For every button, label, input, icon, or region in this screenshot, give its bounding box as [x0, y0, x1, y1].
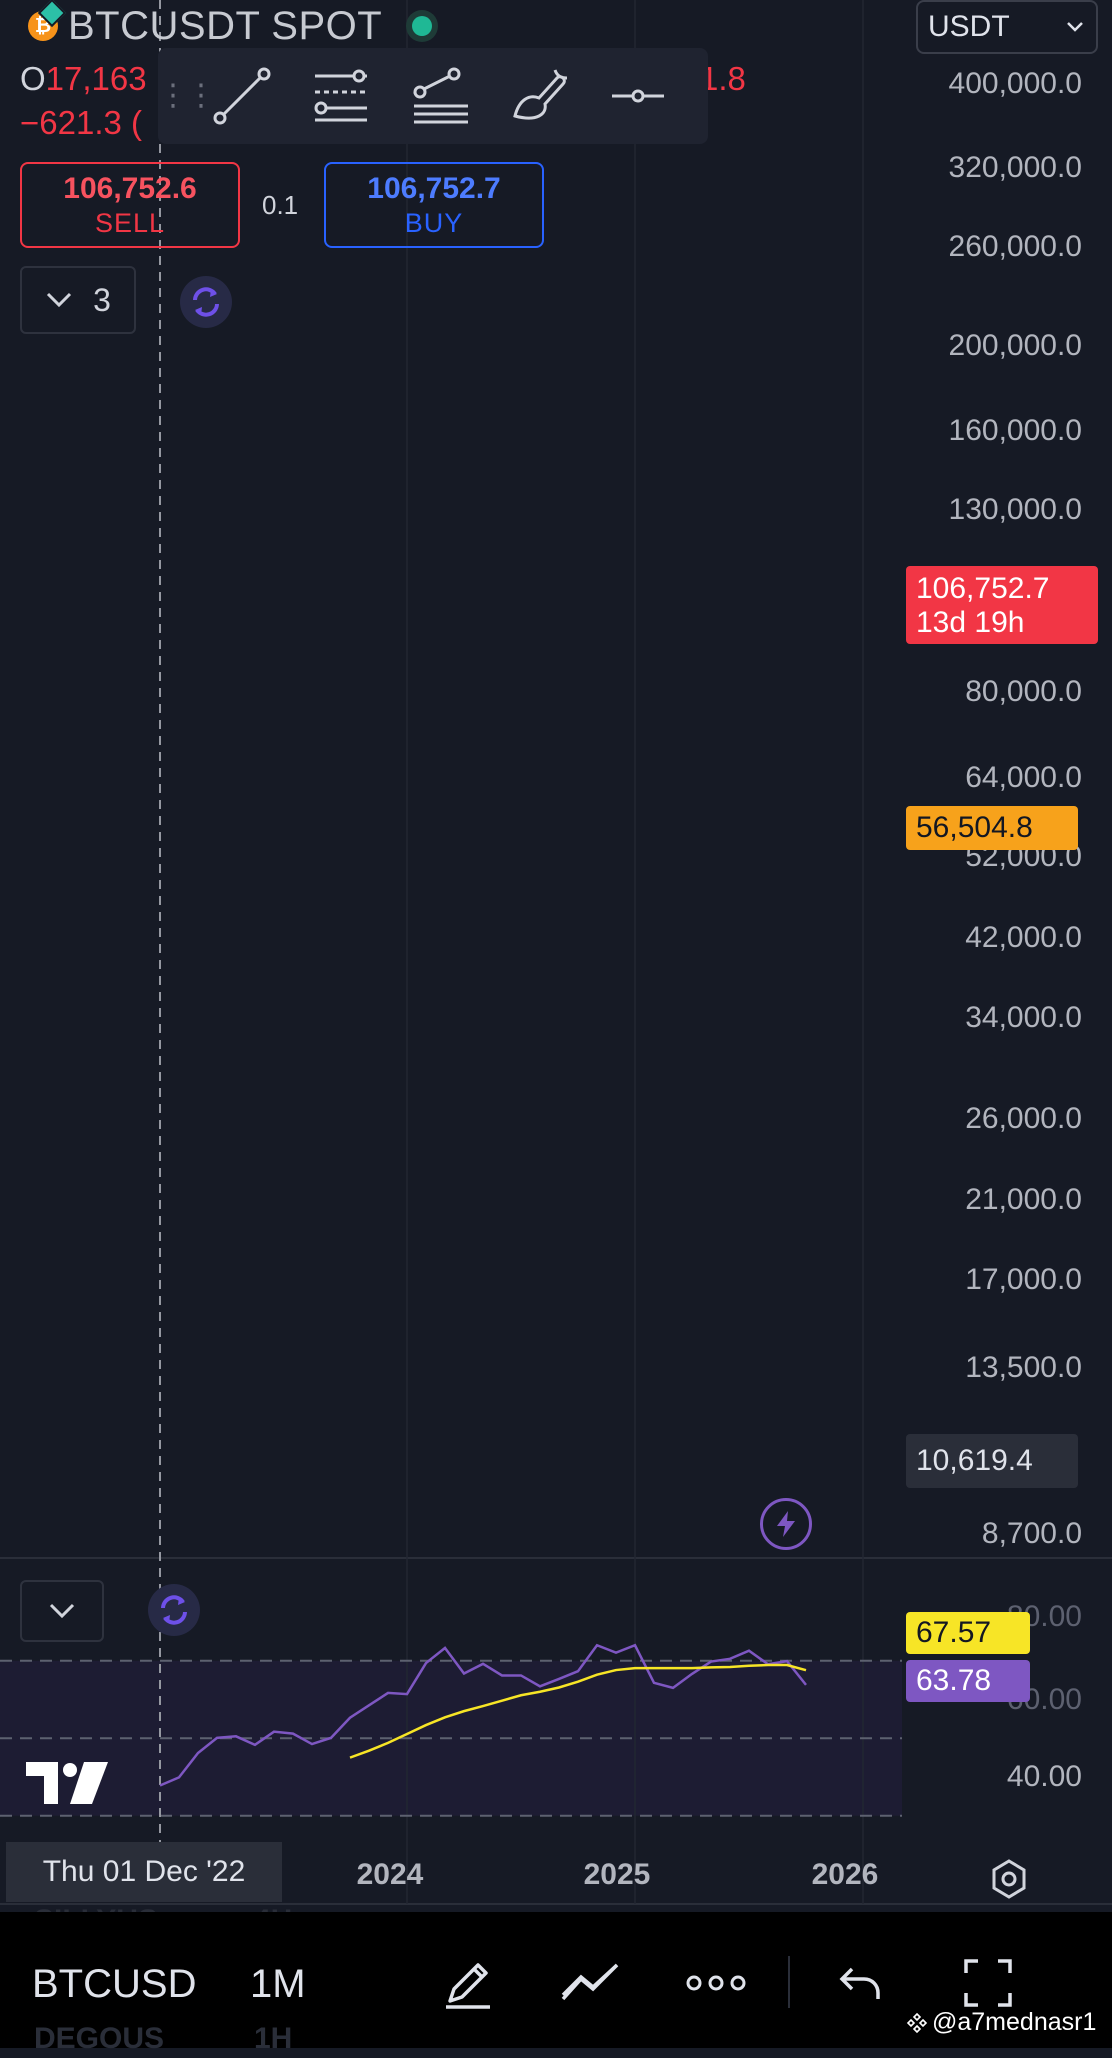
chevron-down-icon	[47, 292, 72, 308]
alert-price-tag[interactable]: 56,504.8	[906, 806, 1078, 850]
rsi-ma-line	[349, 1663, 807, 1759]
price-axis-label: 260,000.0	[948, 230, 1082, 263]
brush-icon[interactable]	[489, 48, 588, 144]
horizontal-ray-icon[interactable]	[588, 48, 687, 144]
price-axis-label: 42,000.0	[965, 921, 1082, 954]
sell-label: SELL	[94, 207, 166, 238]
indicators-count: 3	[93, 281, 111, 318]
drawing-toolbar: ⋮⋮	[158, 48, 708, 144]
price-axis-label: 64,000.0	[965, 761, 1082, 794]
rsi-ma-value-tag: 67.57	[906, 1612, 1030, 1654]
interval-selector[interactable]: 1M	[250, 1962, 306, 2006]
time-axis-label: 2025	[583, 1858, 651, 1891]
time-axis-label: 2026	[811, 1858, 879, 1891]
rsi-line	[159, 1643, 807, 1787]
ghost-symbol: DEGOUS	[34, 2022, 165, 2055]
price-axis-label: 8,700.0	[981, 1517, 1082, 1550]
bottom-toolbar	[0, 1912, 1112, 2048]
pen-icon[interactable]	[432, 1950, 504, 2016]
binance-logo-icon	[906, 2012, 928, 2033]
rsi-pane-toggle-button[interactable]	[20, 1580, 104, 1642]
buy-label: BUY	[404, 207, 464, 238]
symbol-header[interactable]: ₿ BTCUSDT SPOT	[28, 0, 439, 50]
spread-value: 0.1	[262, 190, 299, 220]
ohlc-open-value: 17,163	[45, 60, 147, 97]
price-axis-label: 26,000.0	[965, 1102, 1082, 1135]
price-axis-label: 200,000.0	[948, 329, 1082, 362]
more-icon[interactable]	[680, 1950, 752, 2016]
price-axis-label: 400,000.0	[948, 67, 1082, 100]
drag-handle-icon[interactable]: ⋮⋮	[158, 79, 216, 112]
time-axis-label: 2024	[356, 1858, 424, 1891]
indicators-icon[interactable]	[554, 1950, 626, 2016]
ohlc-legend: O17,163	[20, 60, 147, 98]
fib-retracement-icon[interactable]	[291, 48, 390, 144]
rsi-axis-label: 40.00	[1006, 1760, 1082, 1793]
price-axis-label: 160,000.0	[948, 414, 1082, 447]
indicators-toggle-button[interactable]: 3	[20, 266, 136, 334]
buy-button[interactable]: 106,752.7 BUY	[324, 162, 544, 248]
price-axis-label: 21,000.0	[965, 1183, 1082, 1216]
rsi-value-tag: 63.78	[906, 1660, 1030, 1702]
settings-icon[interactable]	[988, 1858, 1030, 1900]
lightning-icon[interactable]	[760, 1498, 812, 1550]
symbol-title: BTCUSDT SPOT	[68, 3, 383, 48]
chevron-down-icon	[1067, 22, 1083, 32]
last-price-value: 106,752.7	[916, 572, 1050, 605]
refresh-icon[interactable]	[148, 1584, 200, 1636]
tradingview-logo-icon	[26, 1762, 108, 1804]
price-axis-label: 34,000.0	[965, 1001, 1082, 1034]
price-axis-label: 80,000.0	[965, 675, 1082, 708]
fullscreen-icon[interactable]	[952, 1950, 1024, 2016]
last-price-tag: 106,752.7 13d 19h	[906, 566, 1098, 644]
bar-countdown: 13d 19h	[916, 606, 1025, 639]
price-axis-label: 13,500.0	[965, 1351, 1082, 1384]
ohlc-change: −621.3 (	[20, 104, 143, 141]
currency-select[interactable]: USDT	[916, 0, 1098, 54]
trend-line-icon[interactable]	[192, 48, 291, 144]
crosshair-date-badge: Thu 01 Dec '22	[6, 1842, 282, 1902]
buy-price: 106,752.7	[367, 171, 501, 205]
chevron-down-icon	[49, 1603, 75, 1619]
undo-icon[interactable]	[824, 1950, 896, 2016]
watchlist-ghost-rows: DEGOUS 1H	[34, 2020, 474, 2058]
sell-button[interactable]: 106,752.6 SELL	[20, 162, 240, 248]
currency-value: USDT	[928, 10, 1010, 43]
price-axis-label: 130,000.0	[948, 493, 1082, 526]
crosshair-price-tag: 10,619.4	[906, 1434, 1078, 1488]
ghost-interval: 1H	[254, 2022, 293, 2055]
market-open-icon	[406, 10, 439, 42]
refresh-icon[interactable]	[180, 276, 232, 328]
watermark: @a7mednasr1	[906, 2008, 1096, 2037]
parallel-channel-icon[interactable]	[390, 48, 489, 144]
ohlc-open-prefix: O	[20, 60, 46, 97]
sell-price: 106,752.6	[63, 171, 197, 205]
price-axis-label: 17,000.0	[965, 1263, 1082, 1296]
bitcoin-coin-icon: ₿	[28, 0, 67, 41]
symbol-selector[interactable]: BTCUSD	[32, 1962, 197, 2006]
toolbar-separator	[788, 1956, 790, 2008]
price-axis-label: 320,000.0	[948, 151, 1082, 184]
